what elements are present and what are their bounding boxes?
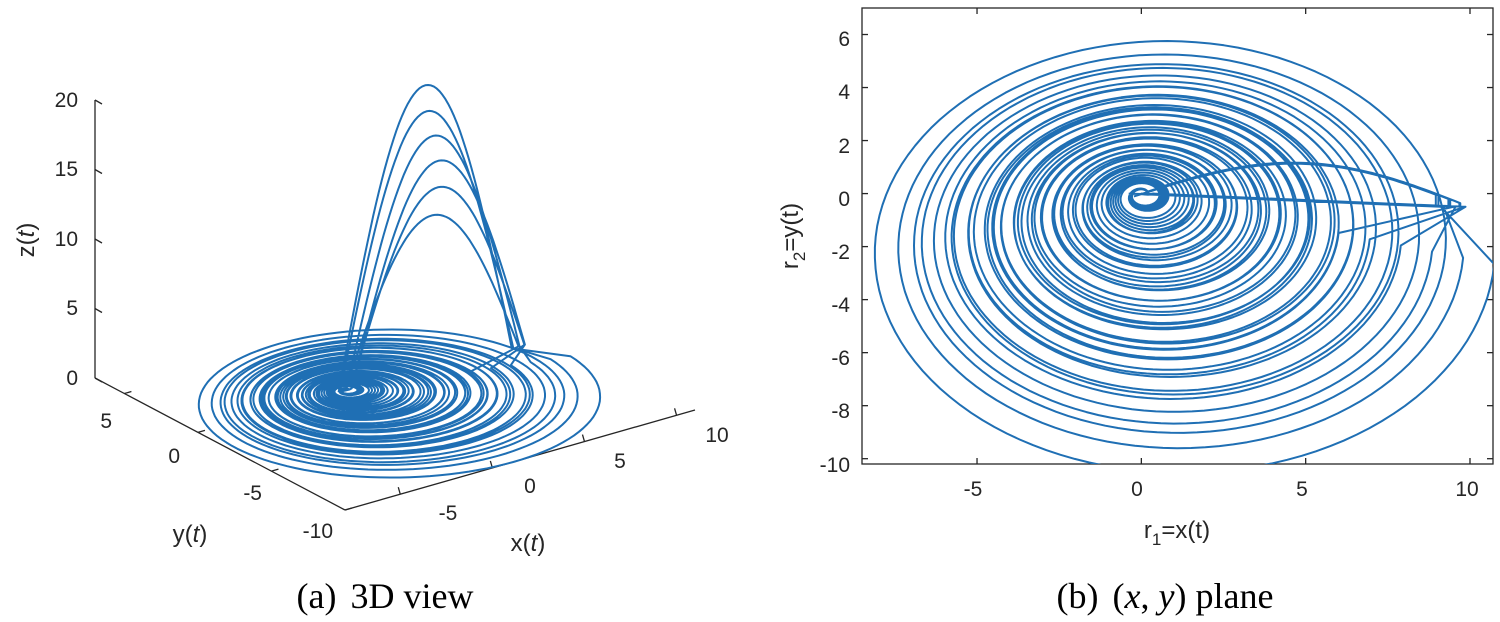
y-tick-label: -5 xyxy=(243,482,262,505)
trajectory-xy-series xyxy=(873,40,1493,464)
z-tick-label: 5 xyxy=(66,297,78,320)
plot-frame xyxy=(861,7,1494,465)
tick-mark xyxy=(673,408,678,416)
x-tick-label: -5 xyxy=(964,478,983,501)
chart-xy-plane: -10 -8 -6 -4 -2 0 2 4 6 -5 0 5 10 r1=x(t… xyxy=(777,7,1494,616)
axis-3d-ticks xyxy=(94,99,678,511)
x-tick-labels: -5 0 5 10 xyxy=(439,424,729,525)
trajectory-3d-series xyxy=(197,84,602,479)
tick-mark xyxy=(271,468,279,472)
y-tick-labels: 5 0 -5 -10 xyxy=(100,410,333,543)
y-tick-label: 6 xyxy=(838,28,850,51)
caption-a: (a) 3D view xyxy=(297,576,474,616)
chart-3d-view: 0 5 10 15 20 5 0 -5 -10 -5 0 5 10 z(t) y… xyxy=(13,84,729,616)
tick-mark xyxy=(94,377,103,383)
z-tick-labels: 0 5 10 15 20 xyxy=(55,89,78,390)
z-tick-label: 10 xyxy=(55,228,78,251)
tick-mark xyxy=(397,487,401,495)
tick-mark xyxy=(581,434,586,442)
y-axis-label: r2=y(t) xyxy=(777,203,809,269)
tick-mark xyxy=(94,99,103,105)
y-tick-label: -4 xyxy=(831,294,850,317)
x-tick-label: 0 xyxy=(524,475,536,498)
x-axis-label: x(t) xyxy=(511,530,546,557)
y-tick-label: -10 xyxy=(303,520,333,543)
x-tick-label: 10 xyxy=(1455,478,1478,501)
z-tick-label: 15 xyxy=(55,158,78,181)
x-tick-label: -5 xyxy=(439,502,458,525)
y-tick-label: 0 xyxy=(168,445,180,468)
x-tick-label: 5 xyxy=(1296,478,1308,501)
y-tick-label: -2 xyxy=(831,241,850,264)
y-tick-label: -10 xyxy=(820,454,850,477)
caption-b: (b) (x, y) plane xyxy=(1057,576,1274,616)
x-tick-label: 10 xyxy=(705,424,728,447)
z-axis-label: z(t) xyxy=(13,223,40,258)
y-tick-label: -6 xyxy=(831,347,850,370)
y-tick-label: 4 xyxy=(838,81,850,104)
x-tick-label: 5 xyxy=(614,450,626,473)
z-tick-label: 20 xyxy=(55,89,78,112)
tick-mark xyxy=(344,507,353,511)
tick-mark xyxy=(94,168,103,175)
y-axis-label: y(t) xyxy=(173,521,208,548)
x-tick-labels-b: -5 0 5 10 xyxy=(964,478,1479,501)
y-tick-labels-b: -10 -8 -6 -4 -2 0 2 4 6 xyxy=(820,28,851,477)
y-tick-label: 2 xyxy=(838,135,850,158)
y-tick-label: 0 xyxy=(838,188,850,211)
tick-mark xyxy=(197,429,206,433)
tick-mark xyxy=(94,307,103,314)
z-tick-label: 0 xyxy=(66,367,78,390)
x-axis-label: r1=x(t) xyxy=(1144,517,1210,549)
x-tick-label: 0 xyxy=(1131,478,1143,501)
tick-mark xyxy=(124,390,132,395)
axis-ticks xyxy=(862,8,1493,464)
y-tick-label: -8 xyxy=(831,400,850,423)
y-tick-label: 5 xyxy=(100,410,112,433)
tick-mark xyxy=(94,238,103,244)
